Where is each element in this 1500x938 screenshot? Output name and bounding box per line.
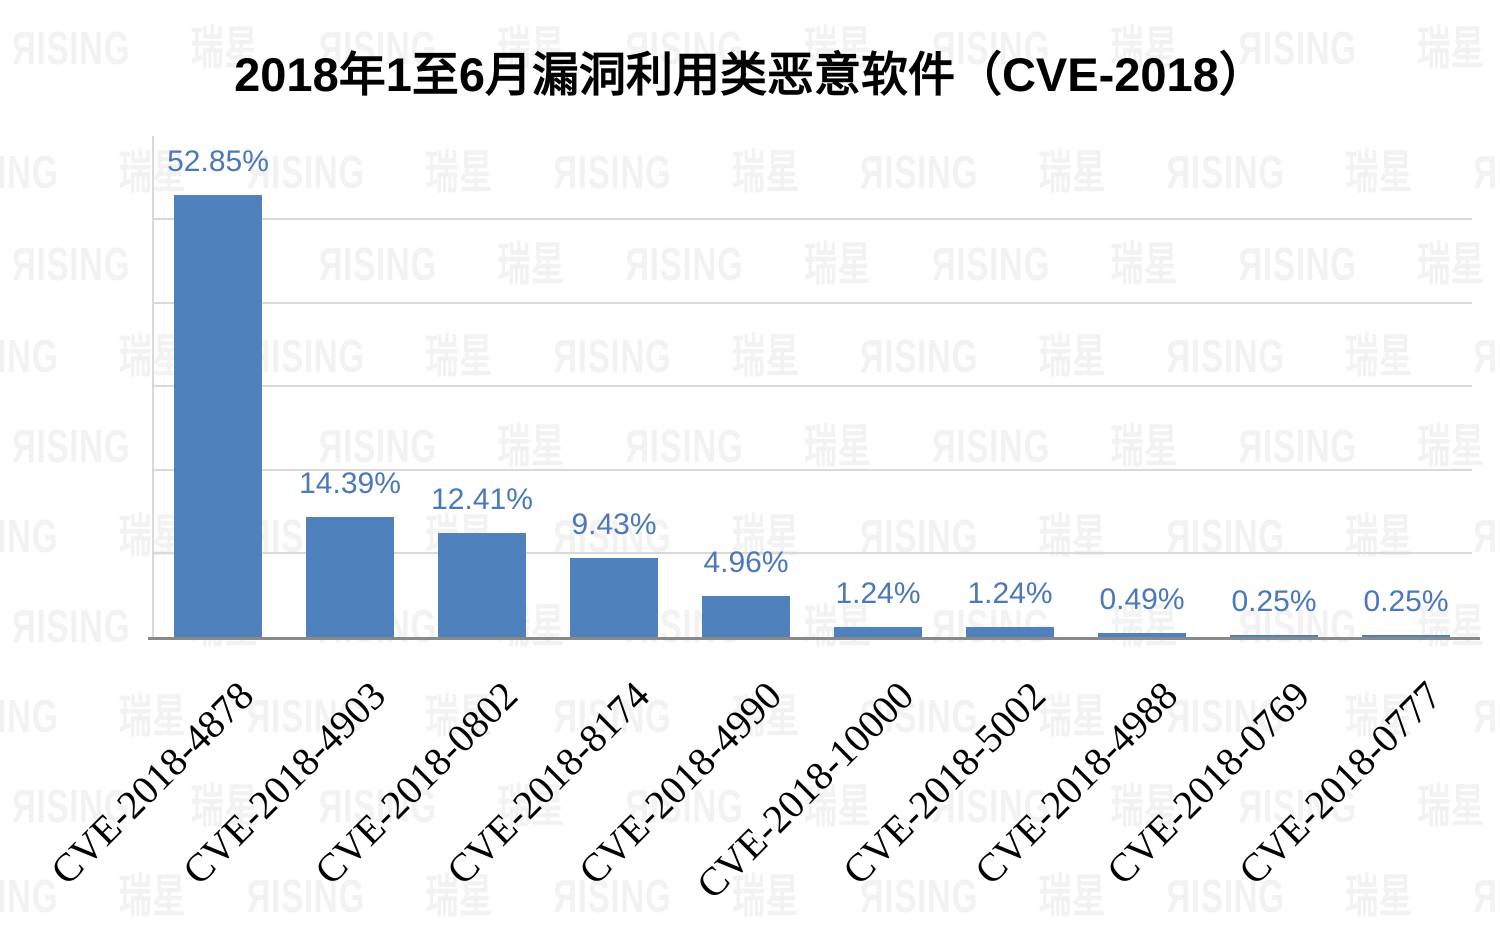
bar-CVE-2018-0777 [1362,634,1450,637]
bar-value-label: 1.24% [967,576,1053,610]
bar-CVE-2018-8174 [570,558,658,637]
bar-CVE-2018-4988 [1098,632,1186,637]
bar-value-label: 0.25% [1231,584,1317,618]
gridline [152,385,1472,388]
bar-value-label: 14.39% [299,466,401,500]
bar-value-label: 1.24% [835,576,921,610]
bar-CVE-2018-4990 [702,595,790,637]
gridline [152,218,1472,220]
bar-CVE-2018-4878 [174,195,262,637]
bar-CVE-2018-5002 [966,626,1054,637]
bar-CVE-2018-4903 [306,516,394,637]
bar-value-label: 52.85% [167,145,269,179]
bar-value-label: 0.25% [1363,584,1449,618]
gridline [152,468,1472,471]
bar-value-label: 0.49% [1099,582,1185,616]
gridline [152,552,1472,555]
plot-area: 52.85% 14.39% 12.41% 9.43% 4.96% 1.24% 1.24% 0.… [148,136,1480,640]
bar-value-label: 12.41% [431,483,533,517]
chart-title: 2018年1至6月漏洞利用类恶意软件（CVE-2018） [234,48,1266,101]
bar-CVE-2018-0802 [438,533,526,637]
bar-CVE-2018-10000 [834,626,922,637]
bar-value-label: 9.43% [571,508,657,542]
x-axis-line [148,637,1480,640]
bar-CVE-2018-0769 [1230,634,1318,637]
bar-value-label: 4.96% [703,545,789,579]
gridline [152,301,1472,304]
